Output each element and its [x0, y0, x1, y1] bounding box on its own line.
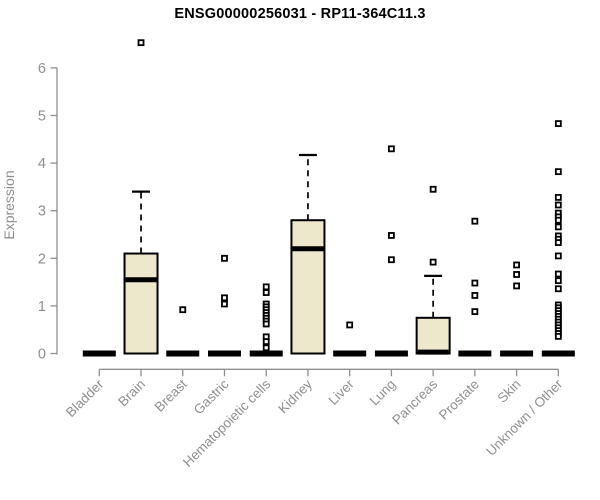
outlier-point: [471, 217, 479, 225]
outlier-point: [554, 332, 562, 340]
outlier-point: [471, 308, 479, 316]
y-tick-label: 5: [38, 109, 46, 125]
box-brain: [123, 39, 159, 355]
box-unknown-other: [541, 120, 575, 357]
flat-box: [333, 350, 367, 357]
x-tick-label: Bladder: [63, 376, 107, 420]
outlier-point: [429, 185, 437, 193]
flat-box: [458, 350, 492, 357]
box-breast: [166, 306, 200, 357]
x-tick-label: Kidney: [275, 376, 315, 416]
x-tick-label: Prostate: [436, 377, 482, 423]
box-kidney: [290, 153, 326, 355]
outlier-point: [179, 306, 187, 314]
box-skin: [500, 261, 534, 357]
x-tick-label: Liver: [326, 376, 358, 408]
flat-box: [374, 350, 408, 357]
chart-title: ENSG00000256031 - RP11-364C11.3: [174, 6, 426, 22]
outlier-point: [137, 39, 145, 47]
outlier-point: [346, 321, 354, 329]
outlier-point: [262, 283, 270, 291]
outlier-point: [388, 256, 395, 264]
y-tick-label: 1: [38, 299, 46, 315]
x-tick-label: Breast: [152, 376, 190, 414]
outlier-point: [554, 285, 562, 293]
iqr-box: [415, 316, 451, 355]
flat-box: [541, 350, 575, 357]
box-gastric: [207, 254, 241, 357]
x-tick-label: Pancreas: [389, 376, 440, 427]
outlier-point: [554, 239, 562, 246]
outlier-point: [429, 258, 437, 266]
x-tick-label: Lung: [367, 377, 399, 409]
flat-box: [207, 350, 241, 357]
iqr-box: [290, 219, 326, 355]
outlier-point: [388, 145, 395, 153]
outlier-point: [554, 270, 562, 278]
flat-box: [166, 350, 200, 357]
outlier-point: [262, 289, 270, 296]
outlier-point: [554, 193, 562, 201]
outlier-point: [471, 292, 479, 299]
outlier-point: [513, 271, 520, 278]
flat-box: [249, 350, 283, 357]
box-pancreas: [415, 185, 451, 355]
flat-box: [500, 350, 534, 357]
outlier-point: [554, 223, 562, 231]
x-tick-label: Gastric: [191, 376, 232, 417]
box-bladder: [82, 350, 116, 357]
outlier-point: [221, 254, 228, 262]
y-tick-label: 2: [38, 251, 46, 267]
x-tick-label: Unknown / Other: [483, 376, 566, 459]
y-tick-label: 6: [38, 61, 46, 77]
outlier-point: [221, 294, 228, 302]
outlier-point: [554, 168, 562, 176]
y-tick-label: 3: [38, 204, 46, 220]
box-prostate: [458, 217, 492, 357]
x-tick-label: Brain: [115, 377, 148, 410]
box-lung: [374, 145, 408, 357]
iqr-box: [123, 252, 159, 355]
outlier-point: [554, 201, 562, 209]
outlier-point: [554, 252, 562, 260]
flat-box: [82, 350, 116, 357]
box-hematopoietic-cells: [249, 283, 283, 357]
y-axis: 0 1 2 3 4 5 6: [38, 61, 58, 363]
outlier-point: [262, 338, 270, 346]
box-liver: [333, 321, 367, 357]
y-tick-label: 0: [38, 347, 46, 363]
x-tick-label: Skin: [495, 377, 524, 406]
outlier-point: [513, 282, 520, 290]
outlier-point: [554, 277, 562, 285]
outlier-point: [513, 261, 520, 269]
outlier-point: [471, 279, 479, 287]
y-axis-label: Expression: [1, 170, 17, 240]
outlier-point: [554, 216, 562, 224]
y-tick-label: 4: [38, 156, 46, 172]
outlier-point: [262, 344, 270, 352]
outlier-point: [221, 300, 228, 308]
outlier-point: [262, 320, 270, 328]
outlier-point: [554, 120, 562, 127]
outlier-point: [388, 232, 395, 239]
